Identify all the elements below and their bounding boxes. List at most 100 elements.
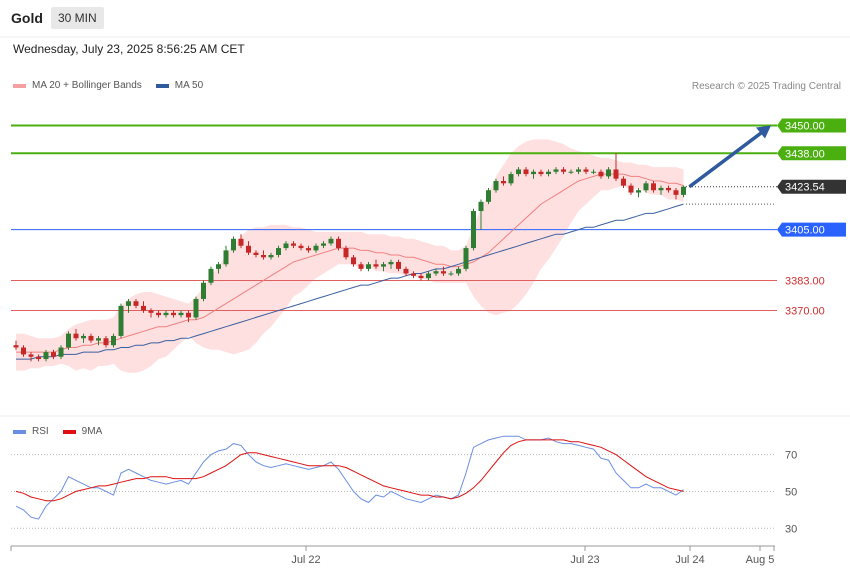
candle-body [516,169,521,175]
candle [403,266,409,276]
candle-body [628,185,634,193]
candle-body [141,305,146,311]
price-tag-bg [777,146,846,161]
candle-body [246,245,251,253]
candle-body [253,252,259,255]
rsi-legend: RSI 9MA [13,426,102,437]
candle-body [636,190,641,193]
candle [673,187,679,200]
candle-body [193,298,199,318]
candle-body [576,169,581,172]
price-tag-label: 3450.00 [785,121,825,133]
candle-body [396,261,401,269]
candle-body [163,312,169,316]
legend-ma50-label: MA 50 [174,80,204,91]
candle-body [478,201,484,212]
candle [28,352,34,362]
rsi-ma-swatch [62,429,76,434]
candle [613,153,619,181]
candle-body [568,171,574,173]
candle [336,236,341,251]
candle [43,349,49,362]
legend-rsi: RSI [13,426,49,437]
candle-body [501,181,506,184]
candle-body [531,171,536,175]
rsi-tick-30: 30 [785,523,797,535]
price-legend: MA 20 + Bollinger Bands MA 50 [13,80,203,91]
candle [36,354,41,362]
candle-body [373,264,379,267]
candle-body [36,356,41,360]
candle-body [231,238,236,251]
candle [576,167,581,175]
candle-body [103,338,109,346]
price-tag-bg [777,222,846,237]
candle [268,252,274,260]
candle [103,335,109,348]
candle [463,245,469,272]
candle-body [561,169,566,172]
candle [298,243,304,251]
candle [148,308,154,318]
candle [51,349,56,360]
candle [171,310,176,318]
candle-body [366,264,371,269]
candle [418,273,424,281]
candle-body [343,248,349,258]
candle [358,261,364,272]
candle-body [538,171,544,175]
price-tag-3423.54: 3423.54 [777,179,846,194]
candle-body [171,312,176,316]
candle [606,167,611,179]
price-tag-label: 3405.00 [785,225,825,237]
candle-body [291,243,296,246]
candle-body [336,238,341,249]
candle-body [553,169,559,172]
ma50-swatch [155,83,169,88]
candle-body [306,248,311,251]
candle [658,185,664,195]
candle [501,176,506,186]
candle-body [148,310,154,313]
candle [261,250,266,260]
candle [186,310,191,323]
candle-body [418,275,424,279]
candle [253,250,259,258]
price-tag-3383.00: 3383.00 [785,275,825,287]
rsi-tick-50: 50 [785,486,797,498]
legend-ma20: MA 20 + Bollinger Bands [13,80,142,91]
candle [538,169,544,177]
candle [523,167,529,177]
candle [373,259,379,269]
candle-body [403,268,409,274]
x-tick-label-2: Jul 24 [675,554,704,566]
price-tag-3405.00: 3405.00 [777,222,846,237]
candle [681,185,686,198]
candle-body [58,347,64,357]
timeframe-button[interactable]: 30 MIN [51,7,104,29]
candle [583,167,589,175]
candle [598,169,604,179]
candle-body [51,352,56,357]
candle [193,296,199,320]
bollinger-band [16,139,684,373]
header-bar: Gold 30 MIN [0,0,850,38]
candle [366,261,371,272]
candle [388,259,394,269]
candle [223,245,229,267]
ma20-line [16,173,684,353]
candle [238,234,244,249]
candle [208,266,214,286]
candle [231,236,236,253]
candle-body [201,282,206,299]
candle [493,178,499,193]
price-tag-bg [777,179,846,194]
rsi-ma-line [15,439,684,502]
x-tick-label-3: Aug 5 [746,554,775,566]
candle-body [448,273,454,275]
rsi-tick-70: 70 [785,450,797,462]
candle-body [433,271,439,274]
candle-body [156,312,161,316]
candle-body [126,301,131,306]
candle-body [523,169,529,175]
